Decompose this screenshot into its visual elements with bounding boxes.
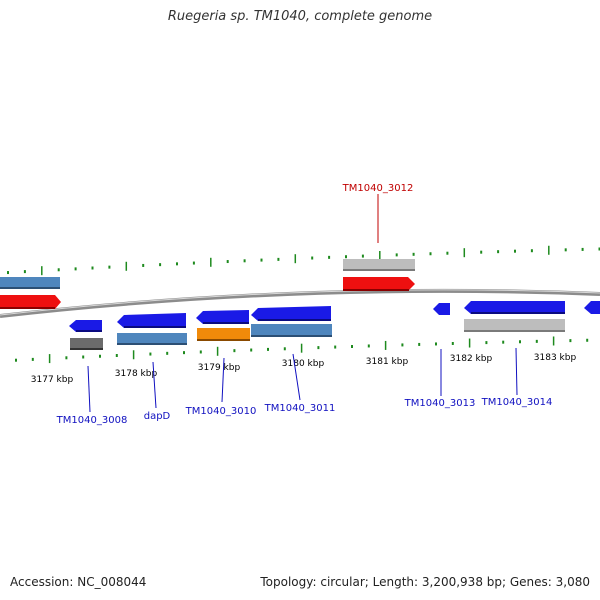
feature-TM1040_3012-red[interactable] [343, 277, 415, 291]
tick-label-3183: 3183 kbp [534, 353, 577, 363]
tick-label-3179: 3179 kbp [198, 363, 241, 373]
callout-line-TM1040_3014 [515, 347, 518, 396]
feature-red-left-forward[interactable] [0, 295, 61, 309]
tick-label-3181: 3181 kbp [366, 357, 409, 367]
tick-label-3180: 3180 kbp [282, 359, 325, 369]
feature-steel-left-forward[interactable] [0, 277, 60, 289]
callout-line-TM1040_3011 [292, 353, 301, 401]
gene-label-dapD[interactable]: dapD [144, 411, 171, 422]
feature-TM1040_3011-steel[interactable] [251, 324, 332, 337]
feature-TM1040_3011-blue[interactable] [251, 306, 331, 321]
feature-dapD-blue[interactable] [117, 313, 186, 328]
accession-text: Accession: NC_008044 [10, 575, 147, 589]
map-title: Ruegeria sp. TM1040, complete genome [167, 9, 433, 24]
gene-label-TM1040_3014[interactable]: TM1040_3014 [481, 397, 553, 408]
tick-label-3178: 3178 kbp [115, 369, 158, 379]
feature-dapD-steel[interactable] [117, 333, 187, 345]
callout-line-TM1040_3008 [87, 365, 91, 413]
gene-label-TM1040_3008[interactable]: TM1040_3008 [56, 415, 128, 426]
feature-TM1040_3014-blue[interactable] [464, 301, 565, 314]
feature-TM1040_3014-gray[interactable] [464, 319, 565, 332]
genome-backbone-highlight [0, 289, 600, 316]
genome-stats-text: Topology: circular; Length: 3,200,938 bp… [260, 575, 590, 589]
gene-label-TM1040_3011[interactable]: TM1040_3011 [264, 403, 336, 414]
callout-line-TM1040_3010 [221, 357, 225, 403]
feature-TM1040_3008-blue[interactable] [69, 320, 102, 332]
gene-label-TM1040_3010[interactable]: TM1040_3010 [185, 406, 257, 417]
feature-TM1040_3013-blue[interactable] [433, 303, 450, 315]
feature-right-edge-blue[interactable] [584, 301, 600, 314]
feature-TM1040_3010-blue[interactable] [196, 310, 249, 324]
gene-label-TM1040_3013[interactable]: TM1040_3013 [404, 398, 476, 409]
feature-TM1040_3010-orange[interactable] [197, 328, 250, 341]
genome-backbone [0, 288, 600, 318]
callout-line-dapD [152, 361, 157, 409]
gene-label-TM1040_3012[interactable]: TM1040_3012 [342, 183, 414, 194]
tick-label-3177: 3177 kbp [31, 375, 74, 385]
feature-TM1040_3008-gray[interactable] [70, 338, 103, 350]
tick-label-3182: 3182 kbp [450, 354, 493, 364]
feature-TM1040_3012-gray[interactable] [343, 259, 415, 271]
